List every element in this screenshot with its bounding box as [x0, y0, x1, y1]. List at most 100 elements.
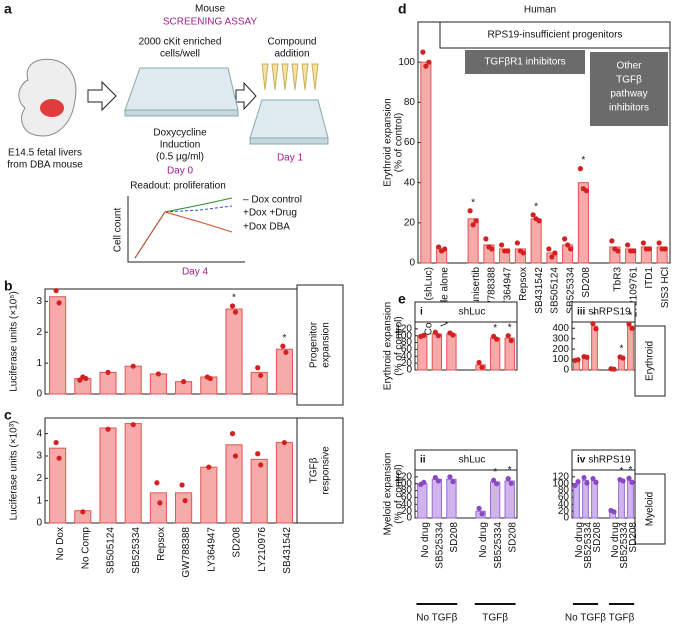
replicate-point: [514, 240, 520, 246]
replicate-point: [470, 222, 476, 228]
y-tick-label: 100: [398, 57, 415, 68]
replicate-point: [421, 332, 427, 338]
group-label: RPS19-insufficient progenitors: [488, 30, 623, 41]
replicate-point: [420, 49, 426, 55]
group-label: inhibitors: [609, 103, 649, 114]
inset-line: [134, 205, 233, 259]
significance: *: [620, 344, 624, 355]
species: Mouse: [195, 4, 225, 15]
y-tick-label: 60: [401, 344, 413, 355]
replicate-point: [530, 212, 536, 218]
cells: 2000 cKit enriched: [139, 37, 222, 48]
y-axis-label: Erythroid expansion: [383, 98, 394, 186]
replicate-point: [280, 343, 286, 349]
arrow: [235, 81, 257, 111]
replicate-point: [575, 479, 581, 485]
y-tick-label: 1: [36, 495, 42, 506]
replicate-point: [258, 372, 264, 379]
replicate-point: [157, 500, 163, 506]
replicate-point: [421, 479, 427, 485]
y-tick-label: 40: [404, 177, 416, 188]
assay: SCREENING ASSAY: [163, 17, 258, 28]
x-tick-label: SB525334: [434, 522, 445, 569]
bar: [250, 371, 268, 395]
y-axis-label: Luciferase units (×10⁵): [9, 291, 20, 392]
arrow: [87, 80, 117, 112]
group-label: pathway: [610, 89, 647, 100]
group-label: TGFβ: [482, 613, 508, 624]
bar: [275, 348, 293, 395]
panel-a: a Mouse SCREENING ASSAY 2000 cKit enrich…: [4, 1, 329, 278]
bar: [627, 479, 634, 519]
bar: [582, 479, 589, 519]
y-tick-label: 3: [36, 451, 42, 462]
replicate-point: [476, 359, 482, 366]
group-box: [590, 52, 668, 126]
bar: [591, 479, 598, 519]
y-axis-label: Myeloid expansion: [383, 453, 394, 536]
panel-title: shRPS19: [588, 307, 631, 318]
replicate-point: [565, 242, 571, 248]
replicate-point: [255, 451, 261, 457]
replicate-point: [432, 474, 438, 481]
replicate-point: [442, 246, 448, 252]
replicate-point: [572, 482, 578, 489]
plot-frame: [414, 469, 518, 519]
significance: *: [282, 333, 286, 344]
side-box: [634, 473, 666, 545]
y-tick-label: 300: [552, 333, 569, 344]
x-tick-label: SD208: [592, 522, 603, 553]
induction: (0.5 µg/ml): [156, 152, 204, 163]
x-tick-label: LY210976: [257, 527, 268, 572]
replicate-point: [255, 365, 261, 371]
bar: [530, 218, 542, 264]
plate: [249, 137, 329, 145]
replicate-point: [581, 474, 587, 481]
legend-entry: – Dox control: [243, 195, 302, 206]
replicate-point: [53, 439, 59, 446]
bar: [618, 479, 625, 519]
inset-axes: [127, 196, 245, 263]
group-label: Other: [616, 61, 642, 72]
x-tick-label: No Comp: [80, 527, 91, 570]
replicate-point: [552, 250, 558, 256]
pipette-tips: [261, 63, 319, 91]
replicate-point: [479, 511, 485, 517]
panel-header: [414, 449, 518, 471]
replicate-point: [646, 246, 652, 252]
replicate-point: [83, 375, 89, 382]
bar: [467, 218, 479, 264]
replicate-point: [656, 240, 662, 246]
y-tick-label: 20: [558, 506, 570, 517]
replicate-point: [232, 453, 239, 459]
replicate-point: [640, 240, 646, 246]
replicate-point: [546, 246, 552, 252]
panel-header: [571, 449, 636, 471]
replicate-point: [483, 236, 489, 242]
y-tick-label: 80: [401, 485, 413, 496]
y-tick-label: 0: [406, 513, 412, 524]
source: E14.5 fetal livers: [8, 148, 82, 159]
induction: Induction: [160, 140, 201, 151]
x-tick-label: SB525334: [565, 267, 576, 314]
replicate-point: [615, 248, 621, 254]
y-tick-label: 0: [406, 365, 412, 376]
x-tick-label: SB525334: [619, 522, 630, 569]
replicate-point: [155, 371, 161, 377]
bar: [275, 442, 293, 524]
y-tick-label: 80: [401, 337, 413, 348]
inset-line: [134, 211, 233, 259]
side-box: [634, 325, 666, 397]
bar: [446, 333, 457, 371]
replicate-point: [584, 354, 590, 360]
y-tick-label: 120: [395, 471, 412, 482]
x-tick-label: No drug: [420, 522, 431, 558]
bar: [250, 458, 268, 524]
bar: [573, 483, 580, 519]
replicate-point: [505, 475, 511, 482]
y-tick-label: 80: [558, 485, 570, 496]
bar: [200, 466, 218, 524]
significance: *: [508, 465, 512, 476]
x-tick-label: SB525334: [583, 522, 594, 569]
significance: *: [629, 465, 633, 476]
